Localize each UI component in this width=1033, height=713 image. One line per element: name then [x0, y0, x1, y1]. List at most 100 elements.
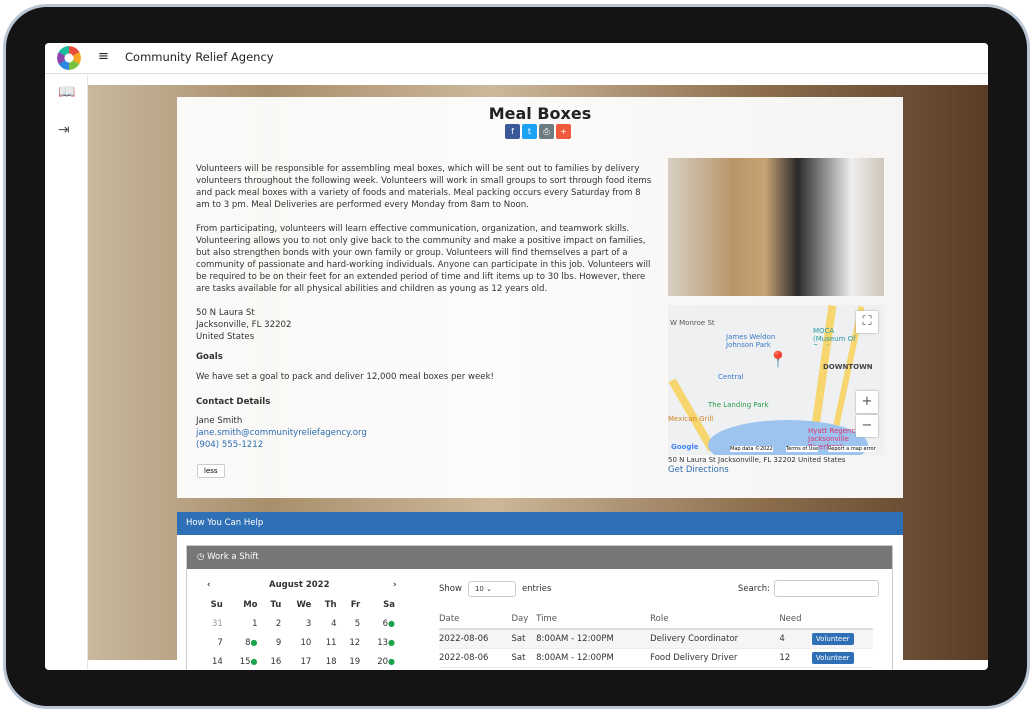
calendar-day[interactable]: 11 — [325, 637, 337, 648]
calendar-day[interactable]: 2 — [275, 618, 282, 629]
map-label: Mexican Grill — [668, 415, 714, 423]
event-dot-icon: ● — [388, 656, 395, 666]
contact-phone-link[interactable]: (904) 555-1212 — [196, 440, 264, 450]
entries-label: entries — [521, 583, 552, 594]
map-label: Hyatt Regency Jacksonville Riverfront — [808, 427, 860, 451]
search-input[interactable] — [774, 580, 879, 597]
fullscreen-button[interactable]: ⛶ — [856, 311, 878, 333]
calendar-day[interactable]: 10 — [300, 637, 312, 648]
table-cell: 8:00AM - 12:00PM — [536, 648, 651, 668]
zoom-in-button[interactable]: + — [856, 391, 878, 413]
top-bar: ≡ Community Relief Agency — [45, 43, 988, 74]
print-icon[interactable]: ⎙ — [539, 124, 554, 139]
table-row: 2022-08-06 Sat 8:00AM - 12:00PM Food Delive… — [439, 648, 873, 668]
event-dot-icon: ● — [388, 618, 395, 628]
description-1: Volunteers will be responsible for assem… — [196, 164, 652, 210]
plus-icon[interactable]: + — [556, 124, 571, 139]
weekday-header: Th — [324, 599, 337, 610]
map-address: 50 N Laura St Jacksonville, FL 32202 Uni… — [668, 456, 846, 464]
map[interactable]: W Monroe St James Weldon Johnson Park MO… — [668, 305, 884, 455]
calendar-day[interactable]: 16 — [270, 656, 282, 667]
calendar-day[interactable]: 14 — [211, 656, 223, 667]
google-logo: Google — [671, 443, 699, 451]
column-header[interactable]: Role — [650, 610, 780, 630]
weekday-header: Tu — [270, 599, 282, 610]
calendar-month: August 2022 — [269, 580, 330, 590]
calendar-day[interactable]: 13● — [377, 637, 395, 648]
column-header[interactable]: Date — [439, 610, 512, 630]
calendar-day[interactable]: 17 — [300, 656, 312, 667]
address-line: Jacksonville, FL 32202 — [196, 320, 292, 330]
table-cell: Food Delivery Driver — [650, 648, 780, 668]
table-cell: Delivery Coordinator — [650, 629, 780, 649]
map-label: The Landing Park — [708, 401, 769, 409]
calendar-day[interactable]: 8● — [245, 637, 258, 648]
terms-link[interactable]: Terms of Use — [786, 446, 819, 452]
less-button[interactable]: less — [197, 464, 225, 478]
weekday-header: Sa — [383, 599, 395, 610]
table-row: 2022-08-06 Sat 8:00AM - 12:00PM Delivery Co… — [439, 629, 873, 649]
volunteer-button[interactable]: Volunteer — [811, 632, 854, 645]
shift-header-label: Work a Shift — [207, 552, 259, 562]
calendar-day[interactable]: 3 — [305, 618, 312, 629]
map-pin-icon[interactable]: 📍 — [768, 350, 788, 369]
calendar-day[interactable]: 6● — [382, 618, 395, 629]
hamburger-icon[interactable]: ≡ — [98, 49, 109, 64]
calendar-day[interactable]: 15● — [239, 656, 258, 667]
calendar-day[interactable]: 20● — [377, 656, 395, 667]
map-label: Central — [718, 373, 744, 381]
twitter-icon[interactable]: t — [522, 124, 537, 139]
table-cell: 8:00AM - 12:00PM — [536, 629, 651, 649]
sign-in-icon[interactable]: ⇥ — [58, 122, 70, 138]
event-dot-icon: ● — [388, 637, 395, 647]
map-label: MOCA (Museum Of Contemporary Art) — [813, 327, 863, 345]
address: 50 N Laura St Jacksonville, FL 32202 Uni… — [196, 307, 656, 343]
calendar-day[interactable]: 7 — [217, 637, 223, 648]
opportunity-card: Meal Boxes f t ⎙ + Volunteers will be respo… — [177, 97, 903, 498]
calendar-day[interactable]: 1 — [252, 618, 258, 629]
work-a-shift-panel: ◷ Work a Shift ‹ August 2022 › Su Mo Tu We T… — [186, 545, 893, 670]
side-rail: 📖 ⇥ — [45, 75, 88, 670]
app-title[interactable]: Community Relief Agency — [125, 50, 274, 64]
volunteer-button[interactable]: Volunteer — [811, 651, 854, 664]
description-2: From participating, volunteers will lear… — [196, 224, 651, 294]
column-header[interactable]: Time — [536, 610, 651, 630]
help-header: How You Can Help — [177, 512, 903, 535]
calendar-day[interactable]: 9 — [275, 637, 282, 648]
map-label: James Weldon Johnson Park — [726, 333, 776, 349]
contact-heading: Contact Details — [196, 397, 271, 407]
entries-select[interactable]: 10 ⌄ — [467, 580, 516, 597]
shifts-table-area: Show 10 ⌄ entries Search: Date Day Time Role N… — [439, 580, 879, 668]
how-you-can-help-panel: How You Can Help ◷ Work a Shift ‹ August… — [177, 512, 903, 670]
event-dot-icon: ● — [250, 656, 258, 666]
calendar-day[interactable]: 18 — [325, 656, 337, 667]
contact-email-link[interactable]: jane.smith@communityreliefagency.org — [196, 428, 367, 438]
clock-icon: ◷ — [197, 552, 208, 562]
column-header[interactable]: Day — [511, 610, 537, 630]
calendar-day[interactable]: 4 — [331, 618, 337, 629]
prev-month-button[interactable]: ‹ — [207, 580, 211, 590]
page-title: Meal Boxes — [488, 104, 592, 123]
goals-heading: Goals — [196, 352, 223, 362]
show-label: Show — [439, 583, 462, 594]
next-month-button[interactable]: › — [393, 580, 397, 590]
agency-logo[interactable] — [57, 46, 81, 70]
map-label: DOWNTOWN — [823, 363, 873, 371]
address-line: United States — [196, 332, 255, 342]
calendar-day[interactable]: 5 — [354, 618, 361, 629]
table-cell: 12 — [779, 648, 812, 668]
screen: ≡ Community Relief Agency 📖 ⇥ Meal Boxes… — [45, 43, 988, 670]
calendar-day[interactable]: 19 — [349, 656, 361, 667]
column-header[interactable]: Need — [779, 610, 812, 630]
table-cell: 4 — [779, 629, 812, 649]
facebook-icon[interactable]: f — [505, 124, 520, 139]
get-directions-link[interactable]: Get Directions — [668, 465, 729, 475]
shift-header: ◷ Work a Shift — [187, 546, 892, 569]
calendar-day[interactable]: 12 — [349, 637, 361, 648]
calendar-day[interactable]: 31 — [211, 618, 223, 629]
zoom-out-button[interactable]: − — [856, 415, 878, 437]
event-dot-icon: ● — [250, 637, 258, 647]
book-icon[interactable]: 📖 — [58, 84, 76, 100]
volunteer-photo — [668, 158, 884, 296]
report-map-error-link[interactable]: Report a map error — [828, 446, 876, 452]
